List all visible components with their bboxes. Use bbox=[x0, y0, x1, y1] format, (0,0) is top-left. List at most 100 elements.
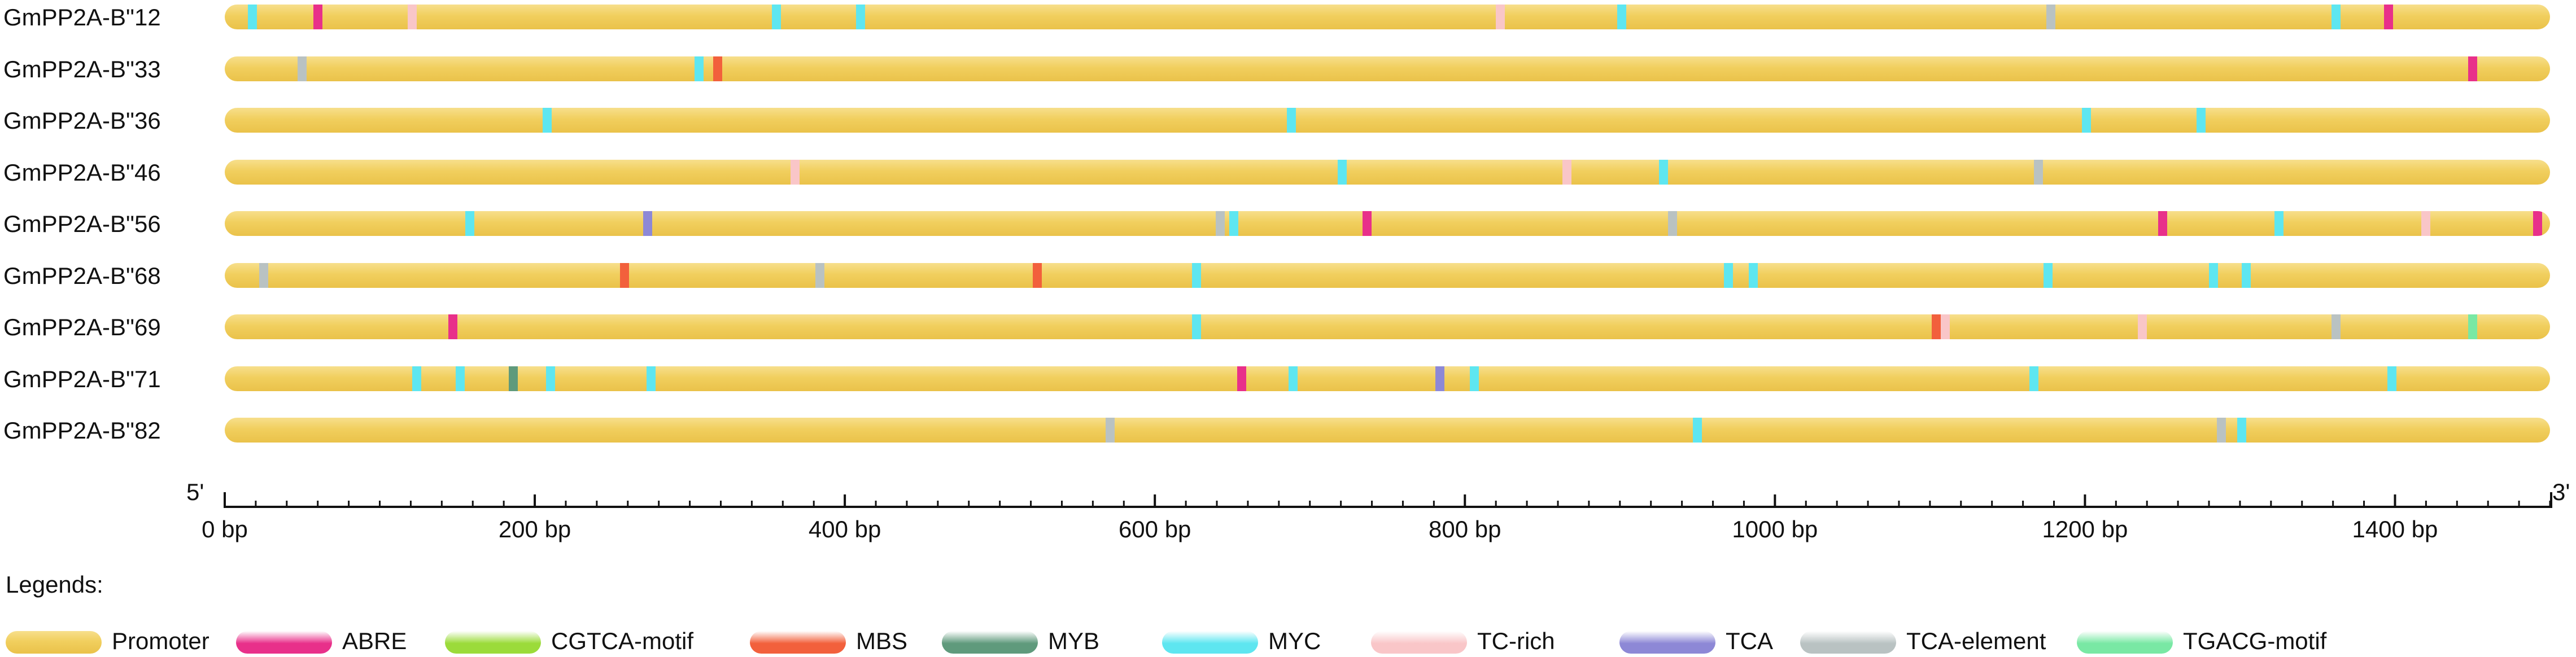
element-abre-mark bbox=[2468, 56, 2477, 81]
legend-label: CGTCA-motif bbox=[551, 628, 693, 654]
element-tgacg-motif-mark bbox=[2468, 314, 2477, 339]
element-myc-mark bbox=[2241, 262, 2251, 288]
element-tc-rich-mark bbox=[1496, 5, 1505, 29]
promoter-bar bbox=[225, 366, 2550, 391]
legend-label: ABRE bbox=[342, 628, 407, 654]
legend-swatch bbox=[445, 631, 541, 654]
element-tc-rich-mark bbox=[2421, 211, 2431, 236]
legend-swatch bbox=[6, 631, 102, 654]
x-tick-label: 800 bp bbox=[1429, 516, 1501, 542]
element-myc-mark bbox=[2197, 108, 2206, 133]
legend-swatch bbox=[1371, 631, 1467, 654]
element-myb-mark bbox=[508, 366, 518, 391]
element-myc-mark bbox=[1229, 211, 1239, 236]
x-tick-label: 1200 bp bbox=[2042, 516, 2128, 542]
x-tick-label: 400 bp bbox=[809, 516, 881, 542]
legend: Promoter ABRE CGTCA-motif MBS MYB MYC TC-rich T… bbox=[6, 625, 2569, 657]
element-abre-mark bbox=[2533, 211, 2543, 236]
element-tc-rich-mark bbox=[791, 159, 800, 185]
legend-label: TGACG-motif bbox=[2183, 628, 2327, 654]
promoter-bar bbox=[225, 262, 2550, 288]
element-tca-element-mark bbox=[815, 262, 825, 288]
gene-label: GmPP2A-B"36 bbox=[3, 107, 161, 134]
element-abre-mark bbox=[2384, 5, 2394, 29]
element-myc-mark bbox=[1192, 262, 1202, 288]
legend-swatch bbox=[236, 631, 332, 654]
legend-label: TC-rich bbox=[1477, 628, 1555, 654]
element-abre-mark bbox=[1237, 366, 1246, 391]
element-tca-element-mark bbox=[2034, 159, 2044, 185]
element-tc-rich-mark bbox=[408, 5, 417, 29]
element-myc-mark bbox=[1192, 314, 1202, 339]
promoter-bar bbox=[225, 314, 2550, 339]
x-tick-label: 1000 bp bbox=[1732, 516, 1818, 542]
promoter-bar bbox=[225, 5, 2550, 29]
element-myc-mark bbox=[2274, 211, 2284, 236]
element-abre-mark bbox=[1363, 211, 1372, 236]
element-myc-mark bbox=[1658, 159, 1668, 185]
x-axis: 0 bp 200 bp 400 bp 600 bp 800 bp 1000 bp 1200 … bbox=[202, 492, 2552, 542]
element-myc-mark bbox=[1288, 366, 1298, 391]
gene-label: GmPP2A-B"71 bbox=[3, 365, 161, 392]
element-mbs-mark bbox=[713, 56, 723, 81]
legend-swatch bbox=[1162, 631, 1258, 654]
element-myc-mark bbox=[1469, 366, 1479, 391]
promoter-bar bbox=[225, 108, 2550, 133]
element-myc-mark bbox=[2029, 366, 2038, 391]
element-myc-mark bbox=[2237, 418, 2246, 443]
element-tc-rich-mark bbox=[1941, 314, 1950, 339]
element-tc-rich-mark bbox=[1562, 159, 1572, 185]
promoter-bar bbox=[225, 211, 2550, 236]
legend-label: MYC bbox=[1268, 628, 1321, 654]
element-tca-element-mark bbox=[2046, 5, 2055, 29]
legend-label: MYB bbox=[1048, 628, 1100, 654]
element-tca-element-mark bbox=[2216, 418, 2226, 443]
legend-title: Legends: bbox=[6, 571, 103, 598]
element-tca-element-mark bbox=[1105, 418, 1115, 443]
element-myc-mark bbox=[2387, 366, 2396, 391]
element-myc-mark bbox=[1748, 262, 1758, 288]
element-tca-element-mark bbox=[2332, 314, 2341, 339]
element-myc-mark bbox=[465, 211, 474, 236]
element-tca-mark bbox=[643, 211, 653, 236]
legend-swatch bbox=[1800, 631, 1896, 654]
element-tca-mark bbox=[1435, 366, 1445, 391]
element-tca-element-mark bbox=[1668, 211, 1678, 236]
element-tca-element-mark bbox=[259, 262, 268, 288]
element-myc-mark bbox=[2082, 108, 2092, 133]
element-mbs-mark bbox=[1032, 262, 1042, 288]
legend-swatch bbox=[2077, 631, 2173, 654]
x-tick-label: 0 bp bbox=[202, 516, 248, 542]
element-tca-element-mark bbox=[298, 56, 307, 81]
x-tick-label: 200 bp bbox=[499, 516, 571, 542]
three-prime-label: 3' bbox=[2552, 479, 2570, 505]
gene-label: GmPP2A-B"46 bbox=[3, 159, 161, 186]
gene-label: GmPP2A-B"56 bbox=[3, 211, 161, 237]
gene-label: GmPP2A-B"33 bbox=[3, 55, 161, 82]
x-tick-label: 1400 bp bbox=[2352, 516, 2438, 542]
element-myc-mark bbox=[772, 5, 781, 29]
gene-label: GmPP2A-B"82 bbox=[3, 417, 161, 444]
gene-label: GmPP2A-B"69 bbox=[3, 314, 161, 340]
element-myc-mark bbox=[1723, 262, 1733, 288]
x-tick-label: 600 bp bbox=[1119, 516, 1191, 542]
legend-label: MBS bbox=[856, 628, 908, 654]
legend-label: Promoter bbox=[112, 628, 209, 654]
gene-label: GmPP2A-B"12 bbox=[3, 4, 161, 30]
promoter-bar bbox=[225, 56, 2550, 81]
element-tc-rich-mark bbox=[2137, 314, 2147, 339]
element-myc-mark bbox=[545, 366, 555, 391]
element-myc-mark bbox=[1693, 418, 1702, 443]
element-myc-mark bbox=[2332, 5, 2341, 29]
element-myc-mark bbox=[412, 366, 422, 391]
element-abre-mark bbox=[448, 314, 457, 339]
element-abre-mark bbox=[313, 5, 322, 29]
legend-swatch bbox=[1619, 631, 1715, 654]
element-myc-mark bbox=[646, 366, 656, 391]
element-myc-mark bbox=[2209, 262, 2219, 288]
element-myc-mark bbox=[695, 56, 704, 81]
legend-label: TCA-element bbox=[1906, 628, 2046, 654]
element-myc-mark bbox=[1617, 5, 1626, 29]
element-myc-mark bbox=[456, 366, 465, 391]
